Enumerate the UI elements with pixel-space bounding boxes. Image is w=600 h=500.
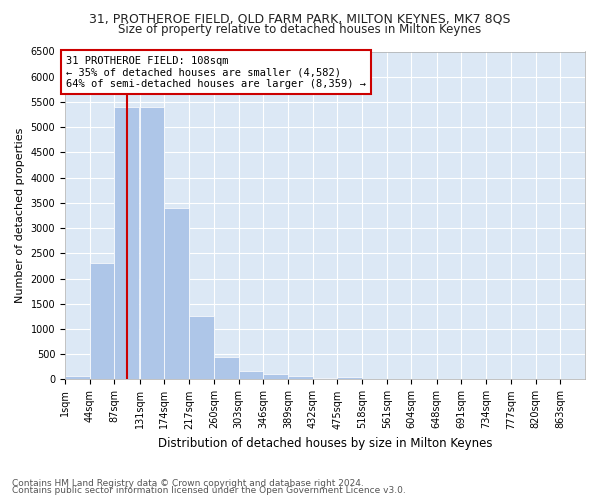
Y-axis label: Number of detached properties: Number of detached properties — [15, 128, 25, 303]
Text: Size of property relative to detached houses in Milton Keynes: Size of property relative to detached ho… — [118, 22, 482, 36]
Bar — [288, 376, 313, 380]
Bar — [337, 377, 362, 380]
Bar — [90, 264, 115, 380]
Bar — [164, 208, 189, 380]
Bar — [140, 107, 164, 380]
Text: Contains HM Land Registry data © Crown copyright and database right 2024.: Contains HM Land Registry data © Crown c… — [12, 478, 364, 488]
Text: 31, PROTHEROE FIELD, OLD FARM PARK, MILTON KEYNES, MK7 8QS: 31, PROTHEROE FIELD, OLD FARM PARK, MILT… — [89, 12, 511, 26]
Bar — [313, 378, 337, 380]
Bar — [239, 370, 263, 380]
Bar — [115, 107, 139, 380]
Bar — [189, 316, 214, 380]
X-axis label: Distribution of detached houses by size in Milton Keynes: Distribution of detached houses by size … — [158, 437, 492, 450]
Bar — [263, 374, 288, 380]
Text: Contains public sector information licensed under the Open Government Licence v3: Contains public sector information licen… — [12, 486, 406, 495]
Text: 31 PROTHEROE FIELD: 108sqm
← 35% of detached houses are smaller (4,582)
64% of s: 31 PROTHEROE FIELD: 108sqm ← 35% of deta… — [66, 56, 366, 88]
Bar — [65, 376, 90, 380]
Bar — [214, 356, 239, 380]
